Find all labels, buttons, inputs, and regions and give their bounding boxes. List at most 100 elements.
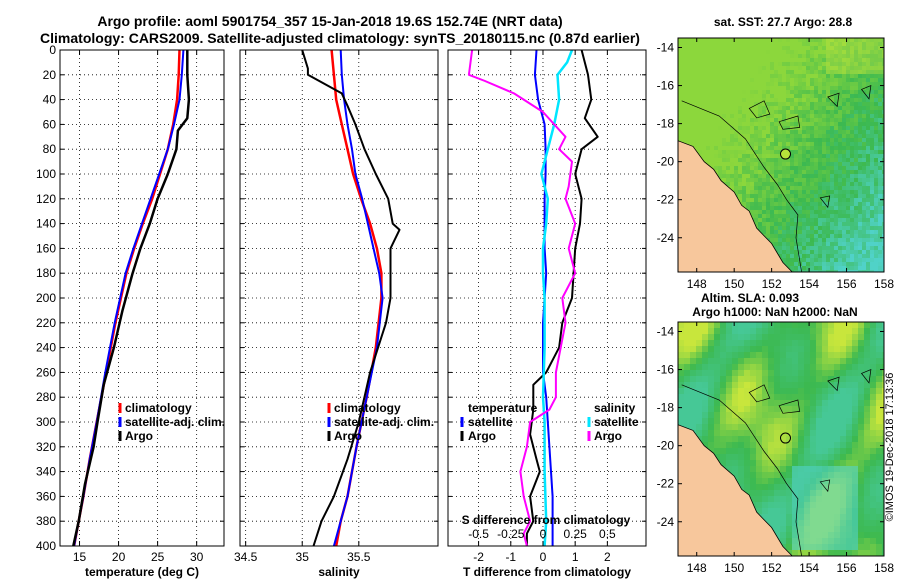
map-cell bbox=[846, 62, 851, 67]
map-cell bbox=[738, 118, 743, 123]
map-frame-sst_map bbox=[677, 37, 885, 273]
map-cell bbox=[806, 90, 811, 95]
map-cell bbox=[786, 38, 791, 43]
map-cell bbox=[694, 146, 699, 151]
map-cell bbox=[762, 352, 769, 359]
map-cell bbox=[858, 544, 865, 551]
map-cell bbox=[714, 352, 721, 359]
map-cell bbox=[714, 130, 719, 135]
map-cell bbox=[684, 364, 691, 371]
map-cell bbox=[874, 266, 879, 271]
map-cell bbox=[850, 206, 855, 211]
map-cell bbox=[822, 424, 829, 431]
map-cell bbox=[710, 82, 715, 87]
map-cell bbox=[762, 102, 767, 107]
map-cell bbox=[876, 454, 883, 461]
map-cell bbox=[710, 102, 715, 107]
map-cell bbox=[794, 226, 799, 231]
map-cell bbox=[846, 270, 851, 272]
map-cell bbox=[806, 234, 811, 239]
map-cell bbox=[816, 424, 823, 431]
map-cell bbox=[708, 364, 715, 371]
xtick-label: 1 bbox=[572, 550, 579, 564]
map-cell bbox=[698, 74, 703, 79]
map-cell bbox=[750, 472, 757, 479]
map-cell bbox=[870, 218, 875, 223]
map-cell bbox=[854, 86, 859, 91]
map-cell bbox=[798, 370, 805, 377]
map-cell bbox=[694, 82, 699, 87]
map-cell bbox=[802, 230, 807, 235]
map-cell bbox=[786, 352, 793, 359]
map-cell bbox=[766, 86, 771, 91]
map-cell bbox=[882, 202, 884, 207]
map-cell bbox=[702, 86, 707, 91]
map-cell bbox=[734, 74, 739, 79]
map-cell bbox=[840, 412, 847, 419]
map-cell bbox=[766, 42, 771, 47]
map-cell bbox=[762, 484, 769, 491]
map-cell bbox=[882, 364, 884, 371]
map-cell bbox=[706, 54, 711, 59]
map-cell bbox=[864, 400, 871, 407]
map-cell bbox=[790, 46, 795, 51]
map-cell bbox=[818, 94, 823, 99]
map-cell bbox=[792, 526, 799, 533]
map-cell bbox=[854, 222, 859, 227]
map-cell bbox=[858, 254, 863, 259]
map-cell bbox=[838, 130, 843, 135]
map-cell bbox=[842, 250, 847, 255]
map-cell bbox=[718, 118, 723, 123]
map-cell bbox=[678, 98, 683, 103]
map-cell bbox=[854, 170, 859, 175]
depth-contour bbox=[681, 100, 802, 272]
ytick-label: 40 bbox=[43, 93, 57, 107]
map-cell bbox=[810, 158, 815, 163]
map-cell bbox=[690, 394, 697, 401]
map-cell bbox=[746, 202, 751, 207]
map-cell bbox=[762, 178, 767, 183]
map-cell bbox=[818, 186, 823, 191]
map-cell bbox=[882, 412, 884, 419]
map-cell bbox=[762, 340, 769, 347]
map-cell bbox=[854, 270, 859, 272]
map-cell bbox=[790, 82, 795, 87]
map-cell bbox=[806, 246, 811, 251]
map-cell bbox=[864, 358, 871, 365]
map-cell bbox=[742, 62, 747, 67]
map-cell bbox=[846, 544, 853, 551]
map-cell bbox=[858, 266, 863, 271]
map-cell bbox=[738, 424, 745, 431]
map-cell bbox=[770, 138, 775, 143]
map-cell bbox=[874, 102, 879, 107]
map-cell bbox=[830, 118, 835, 123]
map-cell bbox=[714, 46, 719, 51]
map-cell bbox=[790, 142, 795, 147]
map-cell bbox=[744, 370, 751, 377]
map-cell bbox=[858, 166, 863, 171]
map-cell bbox=[678, 358, 685, 365]
map-cell bbox=[834, 496, 841, 503]
map-cell bbox=[866, 74, 871, 79]
map-cell bbox=[750, 78, 755, 83]
map-cell bbox=[842, 246, 847, 251]
map-cell bbox=[714, 418, 721, 425]
map-cell bbox=[770, 134, 775, 139]
map-cell bbox=[818, 58, 823, 63]
map-cell bbox=[846, 74, 851, 79]
map-cell bbox=[684, 406, 691, 413]
map-cell bbox=[762, 162, 767, 167]
map-cell bbox=[682, 126, 687, 131]
map-cell bbox=[714, 126, 719, 131]
map-cell bbox=[768, 346, 775, 353]
map-cell bbox=[802, 266, 807, 271]
map-cell bbox=[794, 90, 799, 95]
map-cell bbox=[818, 122, 823, 127]
map-cell bbox=[786, 162, 791, 167]
map-cell bbox=[866, 186, 871, 191]
map-cell bbox=[734, 154, 739, 159]
map-cell bbox=[762, 442, 769, 449]
map-cell bbox=[774, 78, 779, 83]
map-cell bbox=[738, 328, 745, 335]
map-cell bbox=[768, 448, 775, 455]
